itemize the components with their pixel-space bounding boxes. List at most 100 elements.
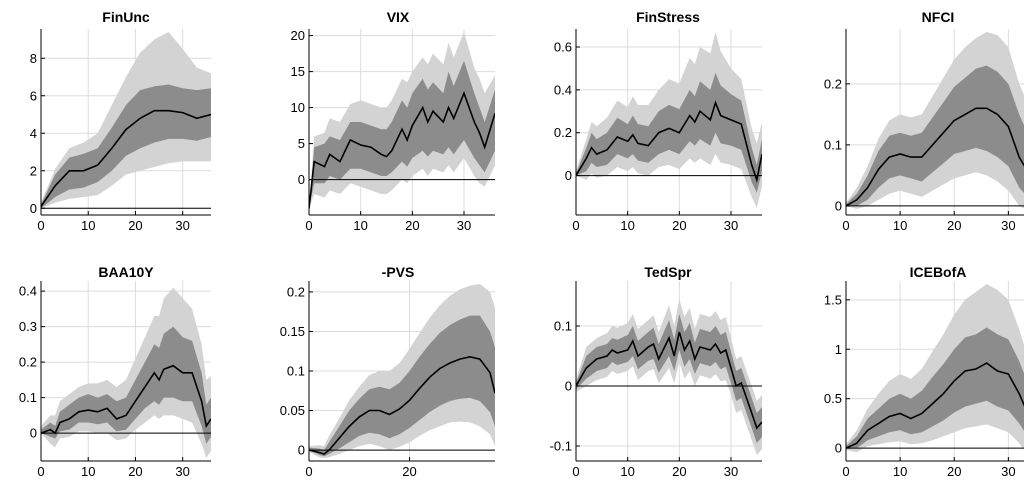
plot-area bbox=[309, 32, 495, 209]
y-tick-label: 0 bbox=[565, 168, 572, 183]
y-tick-label: 20 bbox=[291, 28, 305, 43]
panel-title: FinUnc bbox=[102, 9, 150, 25]
plot-area bbox=[309, 284, 495, 458]
panel-finstress: FinStress 0 0.2 0.4 0.6 0 10 20 30 bbox=[554, 9, 762, 233]
y-tick-label: 1 bbox=[835, 342, 842, 357]
y-tick-label: 0.1 bbox=[287, 364, 305, 379]
panel-tedspr: TedSpr -0.100.10 10 20 30 bbox=[550, 264, 762, 479]
y-tick-label: 0.2 bbox=[554, 125, 572, 140]
y-tick-label: 0.3 bbox=[19, 319, 37, 334]
y-tick-label: 0.1 bbox=[554, 319, 572, 334]
panel-finunc: FinUnc 0 2 4 6 8 0 10 20 30 bbox=[30, 9, 211, 233]
y-tick-label: 0.2 bbox=[19, 355, 37, 370]
x-tick-label: 10 bbox=[620, 464, 634, 479]
plot-area bbox=[41, 287, 211, 458]
inner-confidence-band bbox=[846, 327, 1024, 449]
y-tick-label: 0 bbox=[565, 379, 572, 394]
y-tick-label: 0.4 bbox=[554, 82, 572, 97]
y-tick-label: 0.1 bbox=[824, 137, 842, 152]
x-tick-label: 20 bbox=[947, 464, 961, 479]
panel-title: FinStress bbox=[636, 9, 700, 25]
inner-confidence-band bbox=[846, 65, 1024, 206]
panel-vix: VIX 0 5 10 15 20 0 10 20 30 bbox=[291, 9, 495, 233]
y-tick-label: 4 bbox=[30, 126, 37, 141]
y-tick-label: 0 bbox=[298, 443, 305, 458]
panel-title: TedSpr bbox=[644, 264, 692, 280]
median-response-line bbox=[41, 364, 211, 435]
panel-title: BAA10Y bbox=[98, 264, 154, 280]
inner-confidence-band bbox=[576, 314, 762, 443]
median-response-line bbox=[309, 90, 495, 209]
plot-area bbox=[576, 299, 762, 455]
plot-area bbox=[846, 32, 1024, 209]
y-tick-label: 15 bbox=[291, 64, 305, 79]
y-tick-label: 0 bbox=[835, 198, 842, 213]
x-tick-label: 0 bbox=[842, 464, 849, 479]
plot-area bbox=[846, 284, 1024, 453]
x-tick-label: 10 bbox=[353, 218, 367, 233]
median-response-line bbox=[309, 355, 495, 455]
y-tick-label: 0 bbox=[30, 426, 37, 441]
x-tick-label: 20 bbox=[672, 464, 686, 479]
x-tick-label: 30 bbox=[175, 218, 189, 233]
y-tick-label: 8 bbox=[30, 51, 37, 66]
median-response-line bbox=[576, 331, 762, 430]
x-tick-label: 10 bbox=[620, 218, 634, 233]
y-tick-label: 2 bbox=[30, 163, 37, 178]
panel-baa10y: BAA10Y 0 0.1 0.2 0.3 0.4 0 10 20 30 bbox=[19, 264, 211, 479]
plot-area bbox=[576, 32, 762, 208]
x-tick-label: 0 bbox=[572, 464, 579, 479]
x-tick-label: 10 bbox=[893, 464, 907, 479]
y-tick-label: 0.6 bbox=[554, 40, 572, 55]
y-tick-label: 0.2 bbox=[824, 76, 842, 91]
y-tick-label: 0.5 bbox=[824, 391, 842, 406]
x-tick-label: 20 bbox=[128, 218, 142, 233]
median-response-line bbox=[576, 100, 762, 183]
panel-icebofa: ICEBofA 0 0.5 1 1.5 0 10 20 30 bbox=[824, 264, 1024, 479]
y-tick-label: 0 bbox=[30, 201, 37, 216]
y-tick-label: 5 bbox=[298, 136, 305, 151]
inner-confidence-band bbox=[309, 60, 495, 209]
x-tick-label: 20 bbox=[402, 464, 416, 479]
panel-title: -PVS bbox=[382, 264, 415, 280]
y-tick-label: 10 bbox=[291, 100, 305, 115]
plot-area bbox=[41, 32, 211, 209]
y-tick-label: 0.1 bbox=[19, 390, 37, 405]
panel-nfci: NFCI 0 0.1 0.2 0 10 20 30 bbox=[824, 9, 1024, 233]
y-tick-label: 0.05 bbox=[280, 403, 305, 418]
x-tick-label: 20 bbox=[405, 218, 419, 233]
y-tick-label: 6 bbox=[30, 88, 37, 103]
x-tick-label: 0 bbox=[305, 218, 312, 233]
y-tick-label: 0 bbox=[298, 172, 305, 187]
panel-title: ICEBofA bbox=[910, 264, 967, 280]
y-tick-label: 0 bbox=[835, 441, 842, 456]
x-tick-label: 10 bbox=[81, 464, 95, 479]
x-tick-label: 0 bbox=[305, 464, 312, 479]
y-tick-label: 0.2 bbox=[287, 284, 305, 299]
x-tick-label: 10 bbox=[81, 218, 95, 233]
x-tick-label: 0 bbox=[842, 218, 849, 233]
x-tick-label: 20 bbox=[947, 218, 961, 233]
inner-confidence-band bbox=[41, 326, 211, 444]
x-tick-label: 0 bbox=[37, 464, 44, 479]
panel-pvs: -PVS 0 0.05 0.1 0.15 0.2 0 20 bbox=[280, 264, 495, 479]
panel-title: NFCI bbox=[922, 9, 955, 25]
x-tick-label: 20 bbox=[672, 218, 686, 233]
x-tick-label: 0 bbox=[37, 218, 44, 233]
y-tick-label: 0.4 bbox=[19, 284, 37, 299]
x-tick-label: 20 bbox=[128, 464, 142, 479]
x-tick-label: 30 bbox=[724, 218, 738, 233]
x-tick-label: 30 bbox=[175, 464, 189, 479]
median-response-line bbox=[41, 109, 211, 207]
x-tick-label: 0 bbox=[572, 218, 579, 233]
x-tick-label: 30 bbox=[1001, 464, 1015, 479]
x-tick-label: 10 bbox=[893, 218, 907, 233]
y-tick-label: 0.15 bbox=[280, 324, 305, 339]
median-response-line bbox=[846, 107, 1024, 207]
inner-confidence-band bbox=[41, 84, 211, 209]
x-tick-label: 30 bbox=[457, 218, 471, 233]
y-tick-label: -0.1 bbox=[550, 439, 572, 454]
x-tick-label: 30 bbox=[1001, 218, 1015, 233]
x-tick-label: 30 bbox=[724, 464, 738, 479]
